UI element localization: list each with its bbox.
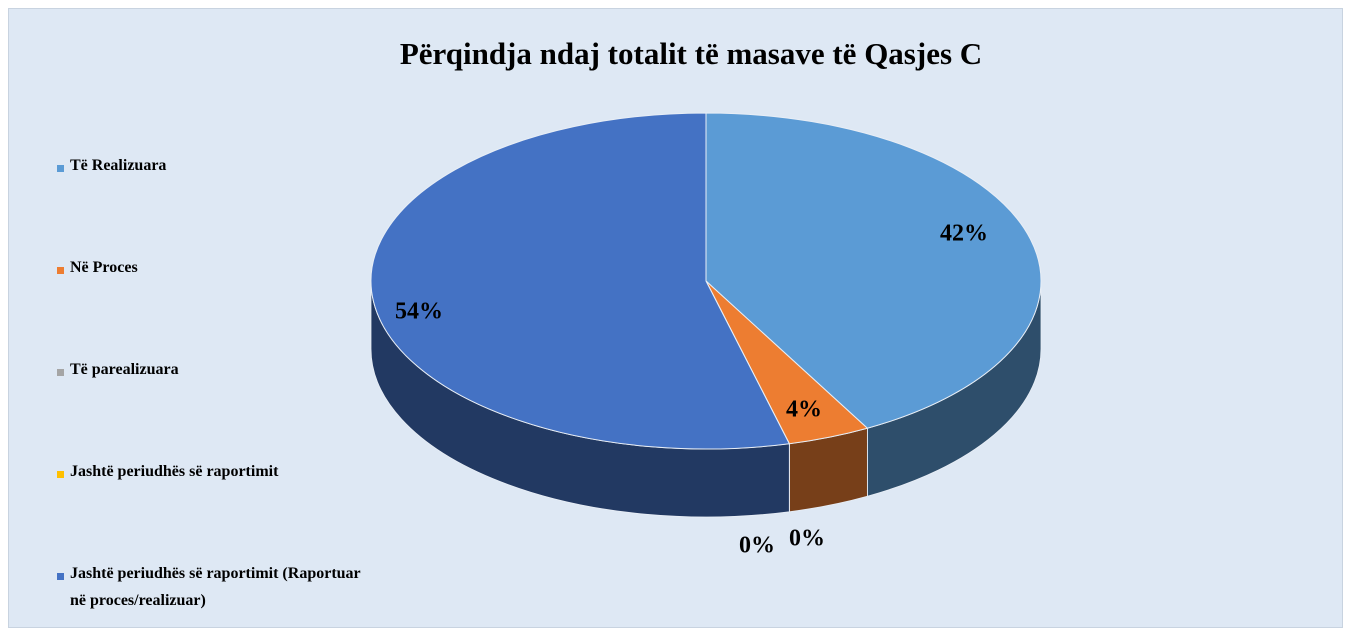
chart-area: Përqindja ndaj totalit të masave të Qasj…	[8, 8, 1343, 628]
legend-marker	[57, 471, 64, 478]
legend-marker	[57, 573, 64, 580]
data-label: 54%	[395, 299, 443, 325]
data-label: 42%	[940, 221, 988, 247]
legend-marker	[57, 165, 64, 172]
chart-title: Përqindja ndaj totalit të masave të Qasj…	[400, 36, 982, 71]
legend-label: Në Proces	[70, 259, 138, 276]
legend-item: Jashtë periudhës së raportimit	[57, 463, 370, 485]
data-label: 0%	[789, 526, 825, 552]
legend-label: Të Realizuara	[70, 157, 167, 174]
legend-item: Jashtë periudhës së raportimit (Raportua…	[57, 565, 370, 614]
legend-item: Të Realizuara	[57, 157, 370, 179]
data-label: 4%	[786, 397, 822, 423]
legend-label: Jashtë periudhës së raportimit	[70, 463, 279, 480]
legend-item: Të parealizuara	[57, 361, 370, 383]
legend-label: Të parealizuara	[70, 361, 179, 378]
pie-slice	[370, 112, 791, 450]
chart: Përqindja ndaj totalit të masave të Qasj…	[370, 36, 1042, 559]
legend-item: Në Proces	[57, 259, 370, 281]
legend-marker	[57, 369, 64, 376]
legend-marker	[57, 267, 64, 274]
legend-label: Jashtë periudhës së raportimit (Raportua…	[70, 565, 361, 609]
data-label: 0%	[739, 533, 775, 559]
pie-slice	[705, 112, 1042, 429]
